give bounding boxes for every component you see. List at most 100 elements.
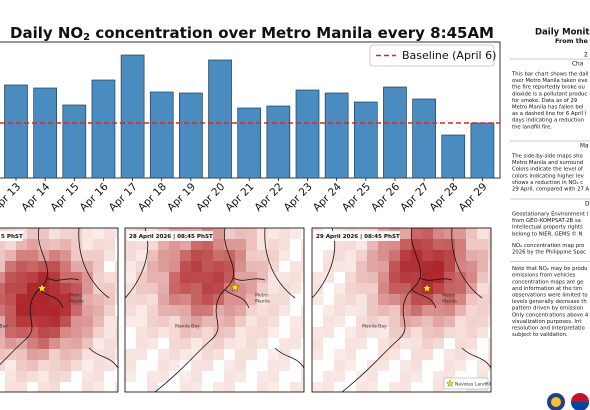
heat-cell <box>180 283 191 294</box>
heat-cell <box>38 272 49 283</box>
heat-cell <box>49 327 60 338</box>
heat-cell <box>104 316 115 327</box>
heat-cell <box>60 228 71 239</box>
heat-cell <box>257 327 268 338</box>
heat-cell <box>378 316 389 327</box>
heat-cell <box>257 261 268 272</box>
heat-cell <box>147 371 158 382</box>
heat-cell <box>378 327 389 338</box>
heat-cell <box>5 272 16 283</box>
heat-cell <box>82 272 93 283</box>
heat-cell <box>433 228 444 239</box>
heat-cell <box>411 338 422 349</box>
heat-cell <box>411 228 422 239</box>
heat-cell <box>158 283 169 294</box>
heat-cell <box>60 272 71 283</box>
heat-cell <box>345 294 356 305</box>
heat-cell <box>455 261 466 272</box>
heat-cell <box>257 305 268 316</box>
heat-cell <box>235 305 246 316</box>
heat-cell <box>16 305 27 316</box>
sidebar-text: Only concentrations above 4 <box>512 312 589 318</box>
heat-cell <box>268 382 279 392</box>
landfill-star <box>422 283 432 293</box>
heat-cell <box>169 239 180 250</box>
heat-cell <box>400 338 411 349</box>
heat-cell <box>312 327 323 338</box>
heat-cell <box>71 272 82 283</box>
heat-cell <box>323 327 334 338</box>
heat-cell <box>136 316 147 327</box>
heat-cell <box>49 338 60 349</box>
heat-cell <box>27 305 38 316</box>
heat-cell <box>27 338 38 349</box>
heat-cell <box>0 338 5 349</box>
heat-cell <box>213 283 224 294</box>
heat-cell <box>444 239 455 250</box>
heat-cell <box>235 250 246 261</box>
heat-cell <box>136 338 147 349</box>
heat-cell <box>224 382 235 392</box>
heat-cell <box>191 360 202 371</box>
heat-cell <box>444 316 455 327</box>
sidebar-text: colors indicating higher lev <box>512 173 584 179</box>
heat-cell <box>400 327 411 338</box>
heat-cell <box>0 239 5 250</box>
heat-cell <box>356 272 367 283</box>
heat-cell <box>115 382 118 392</box>
heat-cell <box>433 316 444 327</box>
heat-cell <box>367 327 378 338</box>
heat-cell <box>60 338 71 349</box>
map-place-label: Metro <box>255 293 268 299</box>
heat-cell <box>246 272 257 283</box>
heat-cell <box>0 316 5 327</box>
heat-cell <box>82 371 93 382</box>
heat-cell <box>0 294 5 305</box>
heat-cell <box>125 360 136 371</box>
heat-cell <box>180 371 191 382</box>
heat-cell <box>180 272 191 283</box>
heat-cell <box>257 250 268 261</box>
heat-cell <box>115 261 118 272</box>
map-place-label: Manila Bay <box>175 324 200 330</box>
heat-cell <box>5 250 16 261</box>
heat-cell <box>389 349 400 360</box>
heat-cell <box>0 360 5 371</box>
map-legend-star <box>446 379 454 387</box>
heat-cell <box>257 228 268 239</box>
heat-cell <box>455 327 466 338</box>
heat-cell <box>147 338 158 349</box>
heat-cell <box>488 283 491 294</box>
heat-cell <box>169 283 180 294</box>
heat-cell <box>257 239 268 250</box>
heat-cell <box>290 338 301 349</box>
map-date-label: 5 PhST <box>1 234 23 240</box>
heat-cell <box>367 316 378 327</box>
heat-cell <box>169 349 180 360</box>
sidebar-text: as a dashed line for 6 April l <box>512 111 586 117</box>
heat-cell <box>246 228 257 239</box>
heat-cell <box>268 250 279 261</box>
heat-cell <box>356 283 367 294</box>
heat-cell <box>279 305 290 316</box>
heat-cell <box>125 305 136 316</box>
heat-cell <box>290 261 301 272</box>
heat-cell <box>224 327 235 338</box>
heat-cell <box>378 360 389 371</box>
heat-cell <box>136 294 147 305</box>
heat-cell <box>38 305 49 316</box>
heat-cell <box>93 360 104 371</box>
heat-cell <box>334 371 345 382</box>
bar <box>208 59 232 179</box>
map-place-label: Manila <box>442 299 457 305</box>
heat-cell <box>93 316 104 327</box>
heat-cell <box>356 261 367 272</box>
heat-cell <box>16 294 27 305</box>
heat-cell <box>488 338 491 349</box>
heat-cell <box>60 327 71 338</box>
heat-cell <box>488 305 491 316</box>
heat-cell <box>147 382 158 392</box>
heat-cell <box>147 261 158 272</box>
heat-cell <box>444 305 455 316</box>
